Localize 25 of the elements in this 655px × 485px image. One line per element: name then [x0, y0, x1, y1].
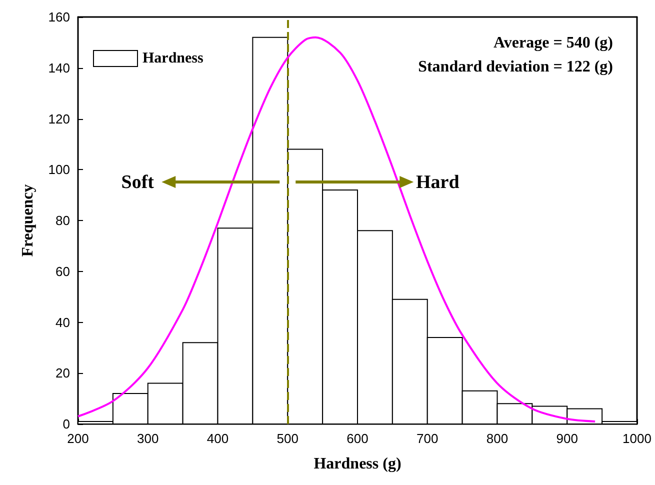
- y-tick-label: 40: [56, 314, 70, 330]
- annotation: Average = 540 (g): [494, 34, 613, 52]
- x-tick-label: 500: [276, 431, 298, 446]
- x-axis-title: Hardness (g): [314, 456, 402, 472]
- y-tick-label: 120: [48, 111, 70, 126]
- y-axis-title: Frequency: [20, 184, 36, 257]
- legend-label: Hardness: [142, 50, 204, 66]
- x-tick-label: 400: [206, 431, 229, 446]
- y-tick-label: 80: [56, 213, 70, 228]
- x-tick-label: 1000: [622, 431, 652, 446]
- y-tick-label: 20: [56, 366, 70, 381]
- annotation: Standard deviation = 122 (g): [418, 58, 613, 76]
- annotation: Hard: [416, 172, 460, 193]
- y-tick-label: 60: [56, 264, 70, 279]
- y-tick-label: 140: [48, 60, 70, 76]
- x-tick-label: 800: [486, 431, 508, 446]
- y-tick-label: 0: [62, 416, 70, 432]
- x-tick-label: 300: [137, 431, 159, 446]
- x-tick-label: 900: [556, 431, 578, 446]
- y-tick-label: 100: [48, 162, 70, 178]
- x-tick-label: 700: [416, 431, 438, 446]
- annotation: Soft: [121, 172, 155, 193]
- y-tick-label: 160: [48, 10, 70, 24]
- x-tick-label: 200: [67, 431, 89, 446]
- x-tick-label: 600: [346, 431, 368, 446]
